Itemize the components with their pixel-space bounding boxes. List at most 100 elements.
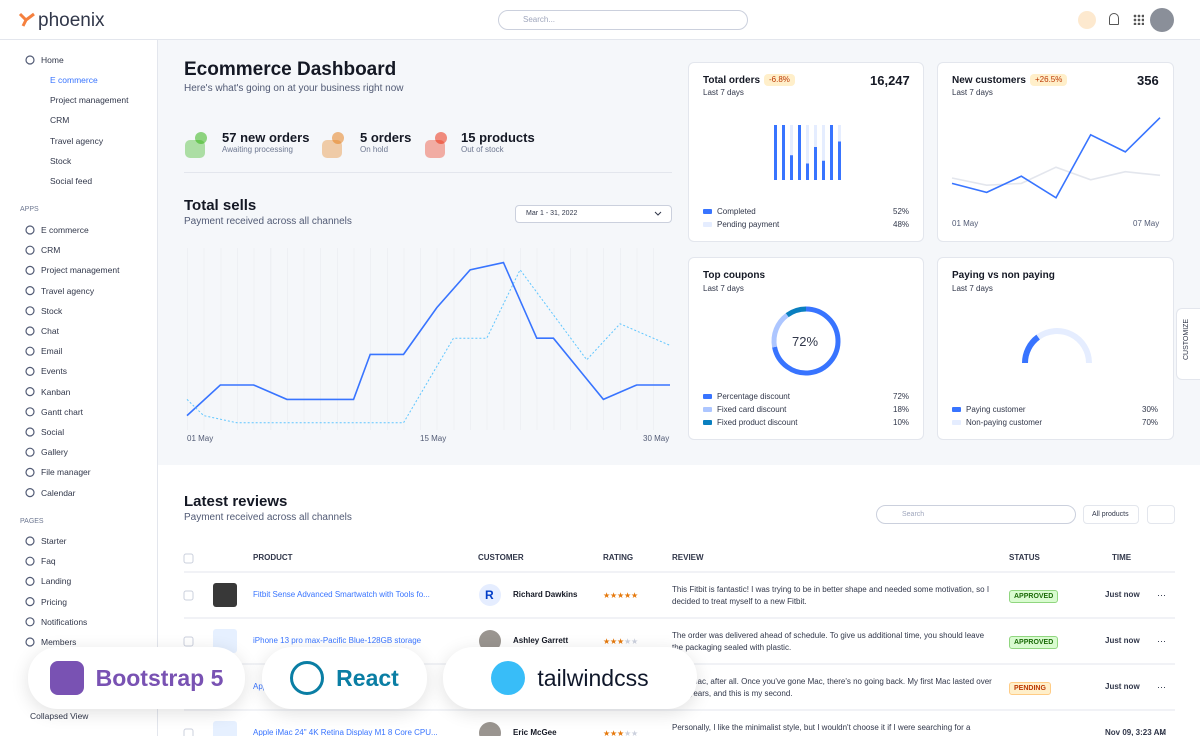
- tech-logo: [49, 661, 84, 695]
- legend-value: 70%: [1142, 418, 1159, 427]
- row-menu: ⋯: [1157, 590, 1166, 600]
- rating-star: ★: [603, 729, 610, 736]
- card-subtitle: Last 7 days: [703, 284, 744, 293]
- legend-label: Percentage discount: [717, 392, 790, 401]
- nav-item: Pricing: [41, 596, 67, 607]
- nav-item: Travel agency: [41, 285, 95, 296]
- rating-star: ★: [624, 637, 631, 646]
- column-header: CUSTOMER: [478, 553, 524, 562]
- sidebar: [0, 40, 158, 736]
- bell-icon[interactable]: [1109, 13, 1119, 25]
- nav-subitem: Stock: [50, 155, 72, 166]
- apps-icon[interactable]: [1133, 14, 1144, 25]
- page-subtitle: Here's what's going on at your business …: [184, 83, 404, 94]
- legend-label: Paying customer: [966, 405, 1026, 414]
- stat-label: On hold: [360, 145, 389, 154]
- column-header: STATUS: [1009, 553, 1040, 562]
- nav-item: Stock: [41, 305, 63, 316]
- rating-star: ★: [631, 591, 638, 600]
- product-link: Apple iMac 24" 4K Retina Display M1 8 Co…: [253, 728, 438, 736]
- tech-name: React: [336, 664, 399, 691]
- badge: -6.8%: [764, 74, 795, 86]
- rating-star: ★: [617, 729, 624, 736]
- search-placeholder: Search...: [523, 15, 556, 24]
- nav-item: Gallery: [41, 447, 68, 458]
- stat-value: 15 products: [461, 130, 535, 145]
- card-value: 16,247: [870, 73, 910, 88]
- filter-button[interactable]: [1083, 505, 1139, 524]
- nav-item: Email: [41, 346, 63, 357]
- legend-value: 72%: [893, 392, 910, 401]
- nav-item: Events: [41, 366, 67, 377]
- review-text: This Fitbit is fantastic! I was trying t…: [672, 585, 990, 606]
- nav-subitem: Social feed: [50, 176, 93, 186]
- x-tick-label: 01 May: [952, 219, 979, 228]
- nav-item: Gantt chart: [41, 406, 84, 417]
- customer-name: Ashley Garrett: [513, 636, 569, 645]
- rating-star: ★: [631, 637, 638, 646]
- customize-tab[interactable]: [1176, 308, 1200, 380]
- nav-item: Home: [41, 55, 64, 65]
- card-title: New customers: [952, 75, 1026, 86]
- nav-item: Calendar: [41, 487, 76, 498]
- donut-label: 72%: [792, 334, 819, 349]
- checkbox: [183, 590, 194, 601]
- status-badge: PENDING: [1009, 682, 1051, 695]
- x-tick-label: 15 May: [420, 434, 447, 443]
- review-text: The order was delivered ahead of schedul…: [672, 631, 985, 652]
- column-header: RATING: [603, 553, 634, 562]
- customize-label: CUSTOMIZE: [1183, 318, 1190, 360]
- column-header: REVIEW: [672, 553, 704, 562]
- nav-item: Social: [41, 427, 65, 437]
- nav-item: Faq: [41, 556, 56, 567]
- theme-toggle[interactable]: [1078, 11, 1096, 29]
- tech-name: tailwindcss: [537, 664, 649, 691]
- tech-badge: Bootstrap 5: [28, 647, 245, 709]
- legend-label: Fixed card discount: [717, 405, 787, 414]
- tech-logo: [290, 661, 325, 695]
- search-box[interactable]: [498, 10, 748, 30]
- brand: phoenix: [38, 10, 105, 31]
- page-title: Ecommerce Dashboard: [184, 59, 397, 80]
- product-thumb: [213, 583, 237, 607]
- section-title: Latest reviews: [184, 493, 288, 510]
- row-menu: ⋯: [1157, 682, 1166, 692]
- card-subtitle: Last 7 days: [703, 88, 744, 97]
- review-text: Personally, I like the minimalist style,…: [672, 723, 971, 732]
- nav-item: Landing: [41, 576, 72, 587]
- card-title: Top coupons: [703, 270, 766, 281]
- nav-section: APPS: [20, 206, 39, 213]
- stat-label: Awaiting processing: [222, 145, 294, 154]
- reviews-search[interactable]: [876, 505, 1076, 524]
- customer-name: Eric McGee: [513, 728, 557, 736]
- more-button[interactable]: [1147, 505, 1175, 524]
- nav-item: Members: [41, 637, 77, 647]
- nav-subitem: E commerce: [50, 75, 98, 85]
- legend-label: Non-paying customer: [966, 418, 1043, 427]
- chart-grid: [187, 248, 670, 430]
- card-title: Paying vs non paying: [952, 270, 1055, 281]
- avatar[interactable]: [1150, 8, 1174, 32]
- legend-value: 30%: [1142, 405, 1159, 414]
- rating-star: ★: [603, 591, 610, 600]
- tech-badge: React: [262, 647, 427, 709]
- legend-label: Completed: [717, 207, 756, 216]
- rating-star: ★: [617, 637, 624, 646]
- tech-name: Bootstrap 5: [95, 664, 224, 691]
- rating-star: ★: [603, 637, 610, 646]
- nav-subitem: CRM: [50, 115, 70, 126]
- section-title: Total sells: [184, 197, 257, 214]
- time-label: Just now: [1105, 590, 1140, 599]
- stat-value: 57 new orders: [222, 130, 310, 145]
- time-label: Just now: [1105, 682, 1140, 691]
- nav-item: CRM: [41, 245, 61, 256]
- x-tick-label: 01 May: [187, 434, 214, 443]
- rating-star: ★: [617, 591, 624, 600]
- legend-label: Pending payment: [717, 220, 780, 229]
- date-select[interactable]: [515, 205, 672, 223]
- row-menu: ⋯: [1157, 636, 1166, 646]
- status-badge: APPROVED: [1009, 636, 1059, 649]
- nav-subitem: Travel agency: [50, 135, 104, 146]
- legend-value: 18%: [893, 405, 910, 414]
- rating-star: ★: [610, 729, 617, 736]
